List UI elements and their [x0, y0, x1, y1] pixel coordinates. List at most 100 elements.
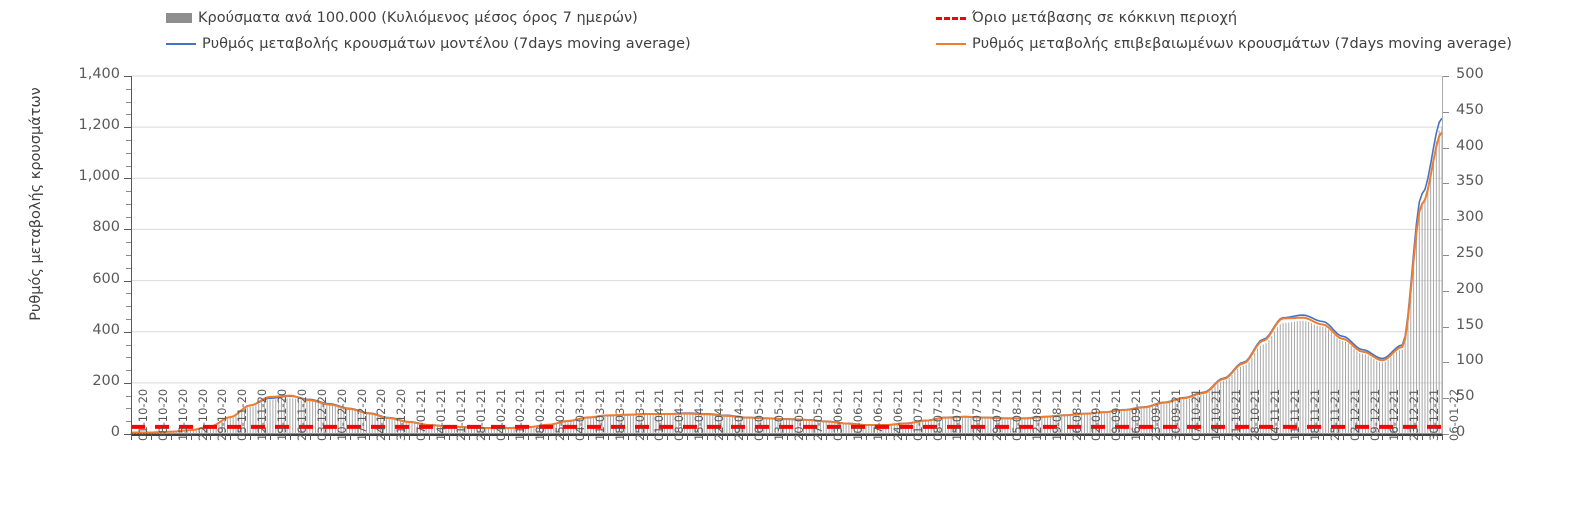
- x-tick-label: 06-01-22: [1447, 388, 1461, 441]
- x-tick-mark: [1064, 434, 1066, 440]
- x-tick-mark: [1044, 434, 1046, 440]
- x-tick-mark: [349, 434, 351, 440]
- y-tick-mark-minor-left: [126, 344, 131, 346]
- y-tick-mark-minor-left: [126, 395, 131, 397]
- y-tick-mark-minor-left: [126, 306, 131, 308]
- y-tick-mark-left: [124, 76, 131, 77]
- y-tick-label-right: 150: [1456, 316, 1484, 333]
- x-tick-label: 11-02-21: [513, 388, 528, 441]
- bar-swatch-icon: [166, 13, 192, 23]
- x-tick-label: 01-10-20: [136, 388, 150, 441]
- x-tick-mark: [409, 434, 411, 440]
- x-tick-mark: [786, 434, 788, 440]
- y-tick-mark-minor-left: [126, 165, 131, 167]
- x-tick-label: 23-12-21: [1407, 388, 1422, 441]
- x-tick-mark: [1223, 434, 1225, 440]
- x-tick-label: 08-10-20: [155, 388, 170, 441]
- x-tick-label: 15-04-21: [692, 388, 707, 441]
- x-tick-label: 12-08-21: [1029, 388, 1044, 441]
- x-tick-mark: [1084, 434, 1086, 440]
- y-tick-mark-minor-left: [126, 114, 131, 116]
- chart-legend: Κρούσματα ανά 100.000 (Κυλιόμενος μέσος …: [0, 0, 1579, 62]
- x-tick-mark: [1382, 434, 1384, 440]
- y-tick-label-right: 450: [1456, 101, 1484, 118]
- x-tick-mark: [131, 434, 132, 440]
- x-tick-mark: [826, 434, 828, 440]
- y-tick-label-left: 200: [92, 372, 120, 389]
- y-tick-mark-minor-left: [126, 267, 131, 269]
- x-tick-label: 17-06-21: [870, 388, 885, 441]
- y-tick-mark-minor-left: [126, 88, 131, 90]
- y-tick-mark-left: [124, 229, 131, 231]
- x-tick-mark: [627, 434, 629, 440]
- y-tick-label-right: 50: [1456, 388, 1475, 405]
- y-tick-label-left: 400: [92, 321, 120, 338]
- x-tick-label: 29-04-21: [731, 388, 746, 441]
- x-tick-label: 31-12-20: [394, 388, 409, 441]
- x-tick-mark: [468, 434, 470, 440]
- y-tick-label-right: 100: [1456, 352, 1484, 369]
- y-tick-mark-right: [1443, 219, 1449, 221]
- x-tick-mark: [607, 434, 609, 440]
- y-tick-mark-left: [124, 382, 131, 384]
- y-tick-mark-left: [124, 127, 131, 129]
- x-tick-label: 15-10-20: [175, 388, 190, 441]
- x-tick-mark: [1243, 434, 1245, 440]
- x-tick-mark: [965, 434, 967, 440]
- legend-item-model-rate[interactable]: Ρυθμός μεταβολής κρουσμάτων μοντέλου (7d…: [166, 36, 691, 52]
- y-tick-mark-minor-left: [126, 421, 131, 423]
- x-tick-mark: [766, 434, 768, 440]
- x-tick-label: 01-07-21: [910, 388, 925, 441]
- series-line: [131, 117, 1443, 434]
- x-tick-mark: [587, 434, 589, 440]
- x-tick-mark: [925, 434, 927, 440]
- x-tick-mark: [1203, 434, 1205, 440]
- x-tick-label: 30-12-21: [1427, 388, 1442, 441]
- x-tick-label: 07-10-21: [1188, 388, 1203, 441]
- x-tick-mark: [448, 434, 450, 440]
- x-tick-label: 11-03-21: [592, 388, 607, 441]
- x-tick-mark: [1422, 434, 1424, 440]
- y-tick-mark-right: [1443, 255, 1449, 256]
- x-tick-label: 02-09-21: [1089, 388, 1104, 441]
- legend-item-cases-bars[interactable]: Κρούσματα ανά 100.000 (Κυλιόμενος μέσος …: [166, 10, 638, 26]
- x-tick-label: 04-11-21: [1268, 388, 1283, 441]
- legend-item-confirmed-rate[interactable]: Ρυθμός μεταβολής επιβεβαιωμένων κρουσμάτ…: [936, 36, 1512, 52]
- y-tick-mark-minor-left: [126, 242, 131, 244]
- x-tick-label: 22-10-20: [195, 388, 210, 441]
- y-tick-mark-right: [1443, 111, 1449, 113]
- y-tick-mark-right: [1443, 362, 1449, 364]
- x-tick-mark: [985, 434, 987, 440]
- y-tick-label-left: 600: [92, 270, 120, 287]
- x-tick-label: 17-12-20: [354, 388, 369, 441]
- x-tick-mark: [1362, 434, 1364, 440]
- x-tick-label: 04-02-21: [493, 388, 508, 441]
- y-tick-label-left: 0: [110, 424, 120, 440]
- x-tick-mark: [389, 434, 391, 440]
- x-tick-label: 18-02-21: [533, 388, 548, 441]
- y-tick-mark-minor-left: [126, 203, 131, 205]
- orange-line-icon: [936, 43, 966, 45]
- x-tick-label: 18-11-21: [1307, 388, 1322, 441]
- y-tick-mark-right: [1443, 290, 1449, 292]
- y-axis-line-right: [1442, 76, 1443, 435]
- y-axis-title-left: Ρυθμός μεταβολής κρουσμάτων: [28, 87, 44, 321]
- x-tick-mark: [528, 434, 530, 440]
- x-tick-label: 25-03-21: [632, 388, 647, 441]
- x-tick-mark: [1283, 434, 1285, 440]
- legend-item-red-threshold[interactable]: Όριο μετάβασης σε κόκκινη περιοχή: [936, 10, 1237, 26]
- x-tick-label: 20-05-21: [791, 388, 806, 441]
- x-tick-label: 09-12-21: [1367, 388, 1382, 441]
- x-tick-label: 22-07-21: [970, 388, 985, 441]
- legend-label: Κρούσματα ανά 100.000 (Κυλιόμενος μέσος …: [198, 10, 638, 26]
- y-tick-mark-left: [124, 178, 131, 180]
- x-tick-label: 10-12-20: [334, 388, 349, 441]
- series-line: [131, 131, 1443, 434]
- y-tick-mark-minor-left: [126, 101, 131, 103]
- x-tick-mark: [707, 434, 709, 440]
- x-tick-label: 07-01-21: [414, 388, 429, 441]
- x-tick-mark: [548, 434, 550, 440]
- y-tick-mark-minor-left: [126, 191, 131, 193]
- x-tick-label: 05-11-20: [235, 388, 250, 441]
